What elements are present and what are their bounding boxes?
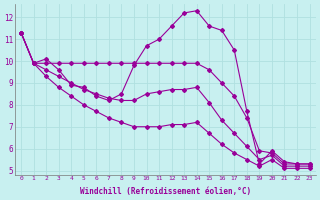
X-axis label: Windchill (Refroidissement éolien,°C): Windchill (Refroidissement éolien,°C) bbox=[80, 187, 251, 196]
